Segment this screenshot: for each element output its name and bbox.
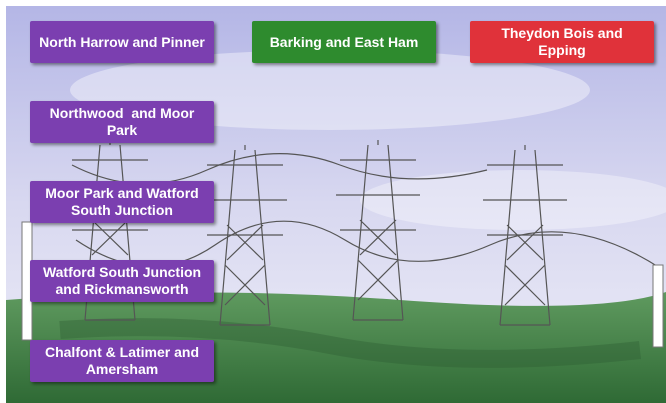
route-button[interactable]: Moor Park and Watford South Junction [30,181,214,223]
route-button[interactable]: Northwood and Moor Park [30,101,214,143]
route-button[interactable]: North Harrow and Pinner [30,21,214,63]
route-button[interactable]: Watford South Junction and Rickmansworth [30,260,214,302]
route-button[interactable]: Theydon Bois and Epping [470,21,654,63]
slide: North Harrow and Pinner Barking and East … [0,0,666,403]
route-button[interactable]: Chalfont & Latimer and Amersham [30,340,214,382]
route-button[interactable]: Barking and East Ham [252,21,436,63]
